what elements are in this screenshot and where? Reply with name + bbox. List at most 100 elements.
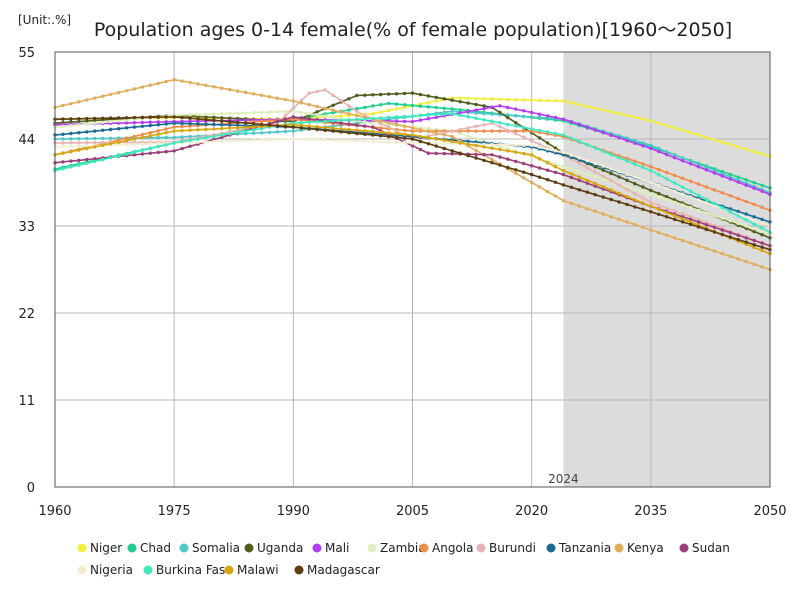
data-point — [267, 110, 272, 114]
data-point — [752, 215, 756, 219]
data-point — [220, 86, 224, 90]
data-point — [569, 101, 574, 105]
data-point — [744, 218, 748, 222]
data-point — [641, 165, 645, 170]
data-point — [291, 99, 295, 103]
data-point — [61, 137, 65, 141]
data-point — [609, 197, 613, 202]
data-point — [680, 203, 685, 207]
data-point — [617, 111, 621, 116]
data-point — [101, 136, 105, 141]
data-point — [641, 144, 645, 148]
data-point — [363, 105, 367, 110]
data-point — [450, 129, 454, 133]
legend-item: Burundi — [476, 541, 536, 555]
data-point — [379, 119, 383, 123]
data-point — [530, 180, 534, 185]
data-point — [744, 215, 748, 219]
data-point — [641, 185, 645, 189]
data-point — [728, 235, 732, 239]
data-point — [371, 133, 375, 137]
data-point — [101, 120, 105, 125]
legend-swatch — [143, 565, 153, 575]
data-point — [339, 98, 343, 103]
data-point — [244, 131, 248, 136]
data-point — [426, 151, 431, 155]
y-tick-label: 55 — [18, 46, 35, 61]
data-point — [601, 130, 605, 135]
data-point — [593, 161, 597, 166]
data-point — [61, 160, 65, 164]
data-point — [696, 225, 701, 229]
data-point — [696, 165, 701, 169]
data-point — [426, 142, 431, 146]
data-point — [69, 102, 73, 106]
data-point — [307, 91, 311, 95]
data-point — [673, 189, 677, 193]
data-point — [394, 115, 399, 119]
data-point — [553, 170, 558, 175]
data-point — [148, 134, 152, 138]
data-point — [490, 129, 494, 133]
data-point — [315, 127, 319, 132]
data-point — [458, 100, 462, 104]
data-point — [514, 129, 518, 133]
data-point — [108, 92, 113, 97]
data-point — [553, 194, 558, 198]
data-point — [577, 204, 581, 208]
data-point — [188, 134, 192, 139]
legend-item: Sudan — [679, 541, 730, 555]
data-point — [85, 144, 89, 148]
data-point — [665, 177, 669, 181]
data-point — [617, 200, 621, 204]
data-point — [545, 141, 550, 145]
data-point — [585, 207, 589, 211]
data-point — [665, 186, 669, 190]
data-point — [156, 115, 160, 119]
data-point — [474, 152, 478, 157]
data-point — [267, 130, 272, 135]
data-point — [625, 202, 629, 207]
data-point — [688, 241, 693, 245]
data-point — [601, 212, 605, 216]
data-point — [108, 127, 113, 132]
data-point — [410, 141, 415, 145]
series-madagascar — [53, 115, 772, 252]
data-point — [569, 153, 574, 157]
data-point — [196, 112, 200, 117]
data-point — [482, 104, 486, 108]
data-point — [124, 138, 129, 143]
data-point — [394, 92, 399, 96]
data-point — [188, 80, 192, 85]
data-point — [466, 134, 470, 138]
data-point — [522, 176, 526, 180]
data-point — [704, 211, 709, 215]
data-point — [498, 147, 502, 152]
data-point — [172, 149, 176, 153]
data-point — [609, 188, 613, 192]
data-point — [228, 126, 232, 130]
data-point — [625, 194, 629, 199]
data-point — [164, 127, 168, 131]
data-point — [561, 150, 566, 155]
data-point — [593, 128, 597, 132]
legend-swatch — [224, 565, 234, 575]
data-point — [228, 87, 232, 92]
data-point — [712, 201, 717, 206]
data-point — [140, 132, 145, 137]
data-point — [736, 233, 740, 237]
data-point — [410, 144, 415, 148]
data-point — [101, 128, 105, 132]
data-point — [363, 132, 367, 136]
data-point — [371, 112, 375, 116]
data-point — [156, 132, 160, 136]
data-point — [688, 220, 693, 224]
data-point — [77, 123, 81, 127]
data-point — [649, 143, 653, 147]
data-point — [585, 166, 589, 170]
data-point — [633, 141, 637, 145]
data-point — [387, 121, 391, 125]
data-point — [569, 136, 574, 140]
data-point — [426, 105, 431, 109]
